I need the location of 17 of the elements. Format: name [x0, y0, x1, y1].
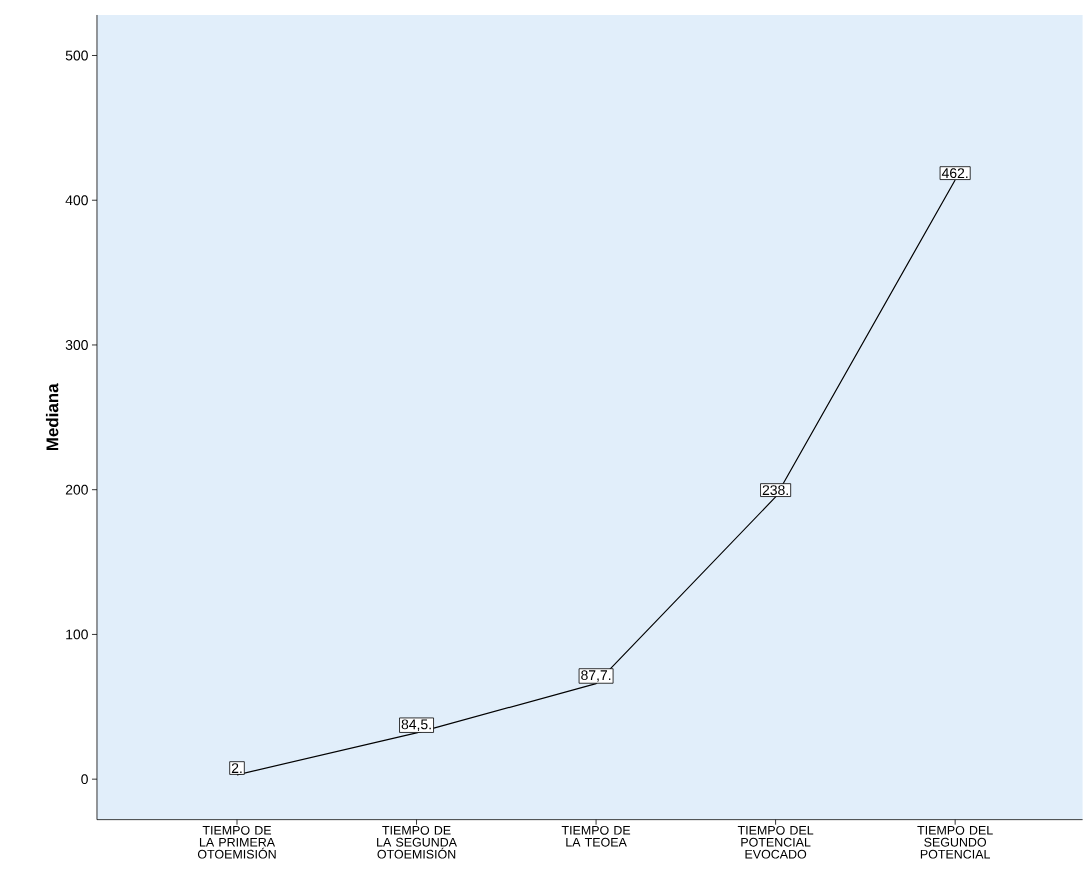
y-tick-label: 300 [65, 340, 88, 351]
text: 84,5. [401, 719, 431, 732]
text: 87,7. [581, 670, 611, 682]
text: 238. [762, 485, 788, 496]
y-axis-title: Mediana [45, 383, 59, 451]
y-tick-label: 100 [66, 629, 88, 640]
x-tick-label: TIEMPO DE LA PRIMERA OTOEMISIÓN [197, 826, 276, 859]
x-tick-label: TIEMPO DE LA TEOEA [561, 826, 631, 847]
y-tick-label: 0 [81, 774, 88, 785]
y-tick-label: 500 [65, 50, 88, 61]
text: 2. [231, 763, 242, 774]
text: 462. [941, 168, 968, 179]
y-tick-label: 400 [65, 195, 88, 206]
x-tick-label: TIEMPO DE LA SEGUNDA OTOEMISIÓN [377, 826, 457, 859]
x-tick-label: TIEMPO DEL POTENCIAL EVOCADO [737, 826, 814, 859]
y-tick-label: 200 [65, 484, 88, 495]
x-tick-label: TIEMPO DEL SEGUNDO POTENCIAL [917, 826, 993, 859]
